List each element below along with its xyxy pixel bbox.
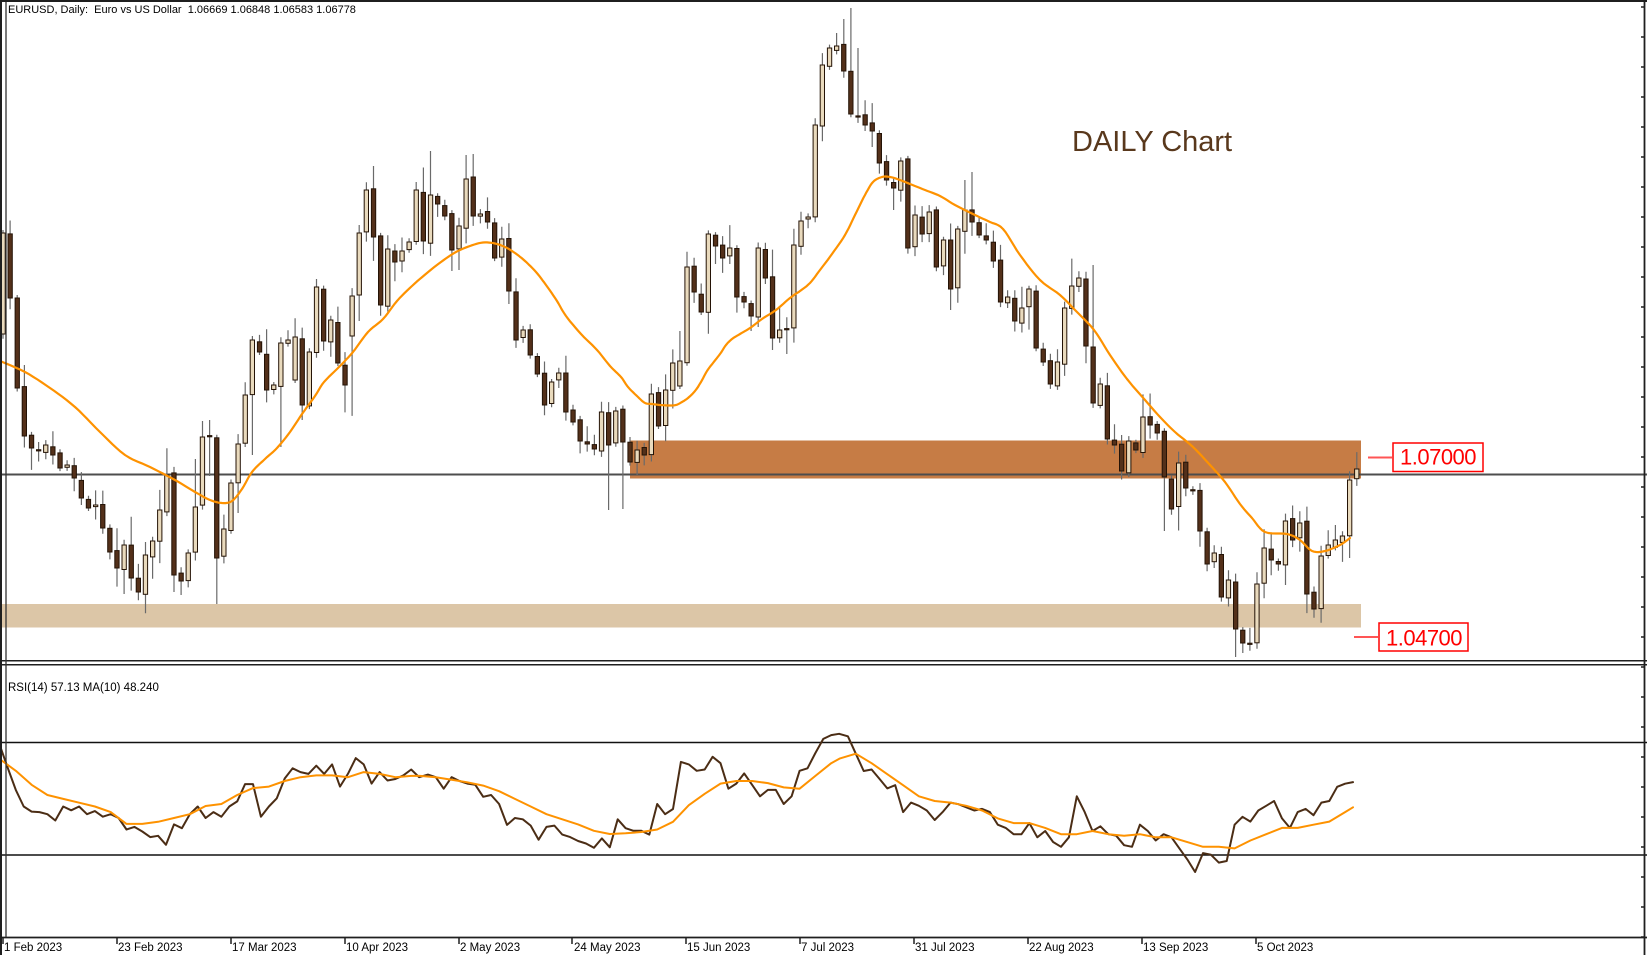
svg-text:EURUSD, Daily: Euro vs US Dol: EURUSD, Daily: Euro vs US Dollar 1.06669… [8, 4, 356, 16]
svg-text:7 Jul 2023: 7 Jul 2023 [801, 942, 854, 954]
svg-text:RSI(14) 57.13 MA(10) 48.240: RSI(14) 57.13 MA(10) 48.240 [8, 682, 159, 694]
svg-text:1 Feb 2023: 1 Feb 2023 [4, 942, 62, 954]
svg-text:1.04700: 1.04700 [1386, 626, 1462, 651]
svg-text:15 Jun 2023: 15 Jun 2023 [687, 942, 750, 954]
svg-text:10 Apr 2023: 10 Apr 2023 [346, 942, 408, 954]
svg-text:23 Feb 2023: 23 Feb 2023 [118, 942, 183, 954]
svg-text:17 Mar 2023: 17 Mar 2023 [232, 942, 297, 954]
svg-text:1.07000: 1.07000 [1400, 445, 1476, 470]
svg-text:22 Aug 2023: 22 Aug 2023 [1029, 942, 1094, 954]
svg-text:5 Oct 2023: 5 Oct 2023 [1257, 942, 1313, 954]
svg-text:DAILY Chart: DAILY Chart [1072, 126, 1232, 158]
svg-text:24 May 2023: 24 May 2023 [574, 942, 641, 954]
svg-text:31 Jul 2023: 31 Jul 2023 [915, 942, 974, 954]
svg-text:2 May 2023: 2 May 2023 [460, 942, 520, 954]
svg-text:13 Sep 2023: 13 Sep 2023 [1143, 942, 1208, 954]
